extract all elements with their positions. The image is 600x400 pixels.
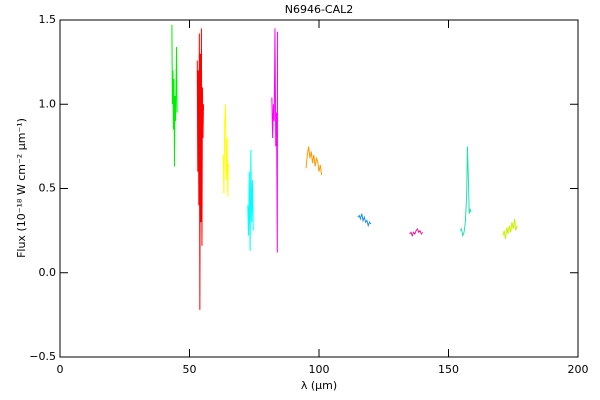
chart-title: N6946-CAL2 [285, 3, 354, 16]
spectrum-line [247, 149, 254, 251]
spectrum-line [305, 146, 323, 176]
spectrum-line [409, 227, 423, 238]
spectrum-line [502, 218, 518, 240]
spectrum-line [222, 104, 229, 197]
spectrum-line [196, 28, 204, 310]
spectrum-line [357, 213, 372, 228]
spectrum-line [171, 25, 178, 167]
y-tick-label: −0.5 [29, 350, 56, 363]
x-tick-label: 0 [57, 363, 64, 376]
spectrum-line [459, 146, 472, 238]
y-axis-label: Flux (10⁻¹⁸ W cm⁻² µm⁻¹) [15, 118, 28, 258]
x-tick-label: 200 [568, 363, 589, 376]
x-tick-label: 100 [309, 363, 330, 376]
spectrum-line [271, 28, 279, 253]
plot-frame [59, 19, 579, 358]
x-tick-label: 50 [183, 363, 197, 376]
x-tick-label: 150 [438, 363, 459, 376]
y-tick-label: 1.5 [39, 13, 57, 26]
x-axis-label: λ (µm) [301, 379, 337, 392]
y-tick-label: 0.0 [39, 266, 57, 279]
y-tick-label: 0.5 [39, 182, 57, 195]
y-tick-label: 1.0 [39, 97, 57, 110]
